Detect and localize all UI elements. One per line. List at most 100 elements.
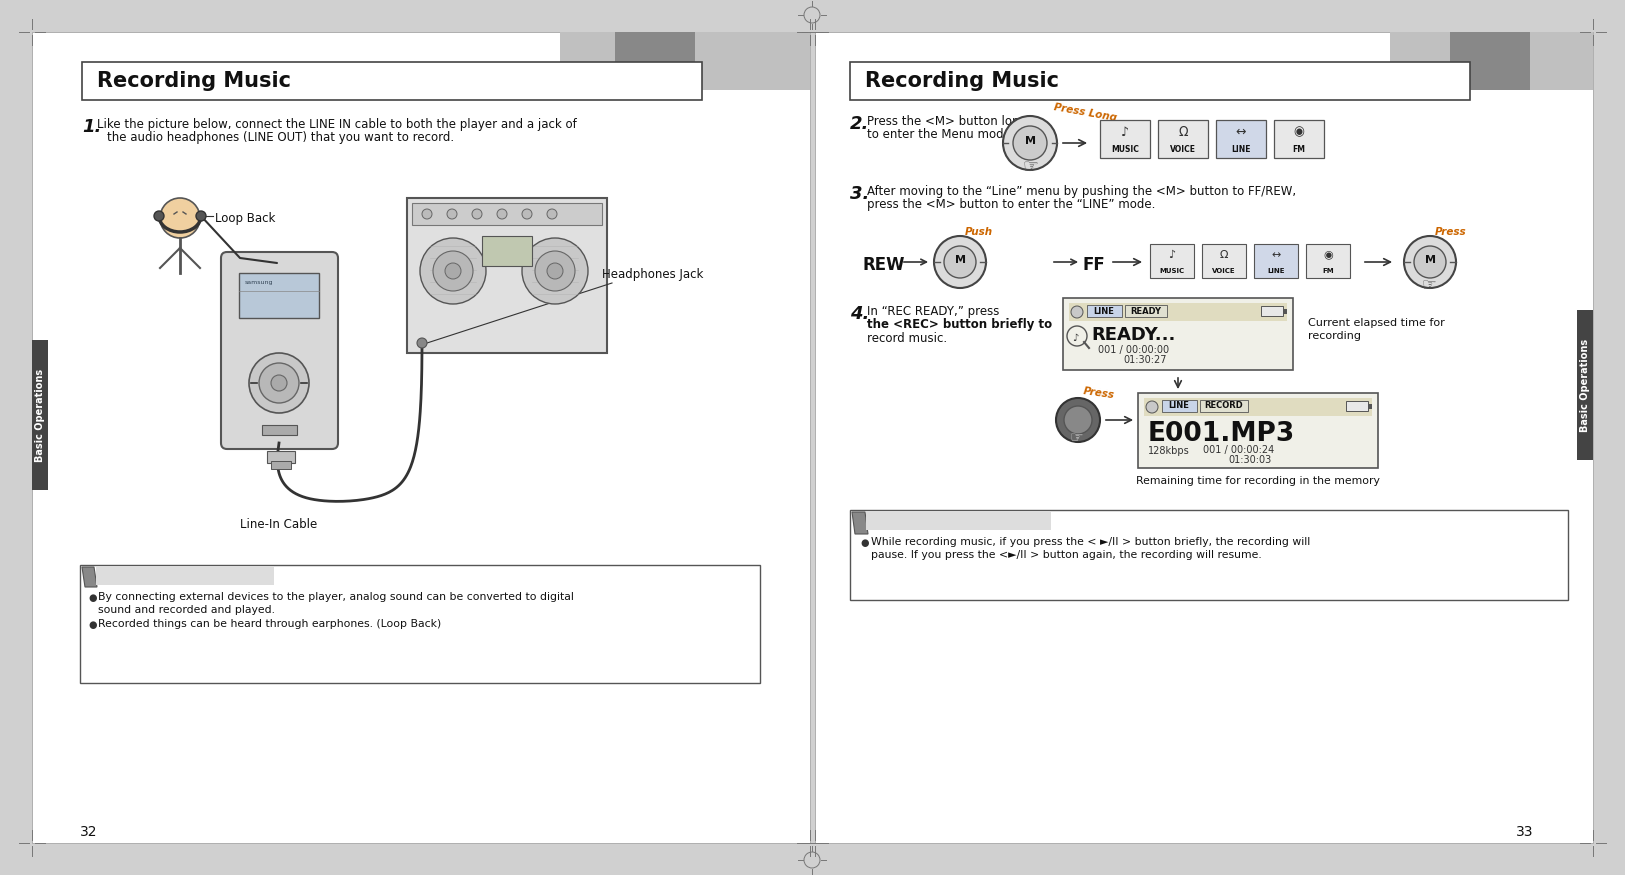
Bar bbox=[262, 425, 297, 435]
Text: ♪: ♪ bbox=[1168, 250, 1175, 260]
Bar bbox=[614, 32, 696, 90]
Text: Press Long: Press Long bbox=[1053, 102, 1118, 122]
Bar bbox=[1150, 244, 1194, 278]
Polygon shape bbox=[852, 512, 868, 534]
Text: ◉: ◉ bbox=[1323, 250, 1332, 260]
Bar bbox=[96, 567, 275, 585]
Text: Line-In Cable: Line-In Cable bbox=[240, 518, 317, 531]
Text: MUSIC: MUSIC bbox=[1112, 145, 1139, 155]
Text: M: M bbox=[954, 255, 965, 265]
Bar bbox=[80, 565, 761, 683]
Circle shape bbox=[447, 209, 457, 219]
Bar bbox=[1159, 120, 1207, 158]
Circle shape bbox=[522, 209, 531, 219]
Bar bbox=[866, 512, 1051, 530]
Bar bbox=[1450, 32, 1531, 90]
Circle shape bbox=[934, 236, 986, 288]
Text: 01:30:27: 01:30:27 bbox=[1123, 355, 1167, 365]
Text: ☞: ☞ bbox=[1022, 157, 1038, 175]
Text: press the <M> button to enter the “LINE” mode.: press the <M> button to enter the “LINE”… bbox=[868, 198, 1155, 211]
Text: ●: ● bbox=[88, 593, 96, 603]
Bar bbox=[266, 451, 296, 463]
Text: +: + bbox=[1427, 235, 1433, 245]
Bar bbox=[1284, 309, 1287, 314]
Text: For Your Reference!: For Your Reference! bbox=[869, 514, 1001, 528]
Text: Current elapsed time for: Current elapsed time for bbox=[1308, 318, 1445, 328]
Bar bbox=[1346, 401, 1368, 411]
Circle shape bbox=[1064, 406, 1092, 434]
Bar bbox=[850, 62, 1471, 100]
Bar bbox=[483, 236, 531, 266]
Text: Press the <M> button long: Press the <M> button long bbox=[868, 115, 1027, 128]
Text: Loop Back: Loop Back bbox=[214, 212, 275, 225]
Text: 128kbps: 128kbps bbox=[1147, 446, 1190, 456]
Bar bbox=[1124, 305, 1167, 317]
Circle shape bbox=[418, 338, 427, 348]
Text: ☞: ☞ bbox=[1422, 276, 1436, 294]
Text: the audio headphones (LINE OUT) that you want to record.: the audio headphones (LINE OUT) that you… bbox=[107, 131, 453, 144]
Text: READY: READY bbox=[1131, 306, 1162, 316]
Bar bbox=[239, 273, 318, 318]
Text: 4.: 4. bbox=[850, 305, 869, 323]
Text: Ω: Ω bbox=[1178, 125, 1188, 138]
Bar bbox=[1389, 32, 1592, 90]
Text: ♪: ♪ bbox=[1072, 333, 1079, 343]
Circle shape bbox=[258, 363, 299, 403]
Circle shape bbox=[159, 198, 200, 238]
Bar bbox=[1100, 120, 1150, 158]
Text: Basic Operations: Basic Operations bbox=[1580, 339, 1589, 431]
Text: record music.: record music. bbox=[868, 332, 947, 345]
Bar bbox=[1202, 244, 1246, 278]
Circle shape bbox=[1414, 246, 1446, 278]
Circle shape bbox=[422, 209, 432, 219]
Text: READY...: READY... bbox=[1090, 326, 1175, 344]
Circle shape bbox=[1404, 236, 1456, 288]
Text: ●: ● bbox=[860, 538, 868, 548]
Text: VOICE: VOICE bbox=[1212, 268, 1237, 274]
Bar bbox=[1069, 303, 1287, 321]
Text: RECORD: RECORD bbox=[1204, 402, 1243, 410]
Circle shape bbox=[1003, 116, 1056, 170]
Text: Press: Press bbox=[1435, 227, 1467, 237]
Text: 1.: 1. bbox=[81, 118, 101, 136]
Bar bbox=[1274, 120, 1324, 158]
Text: ◉: ◉ bbox=[1294, 125, 1305, 138]
Text: ●: ● bbox=[88, 620, 96, 630]
Text: Ω: Ω bbox=[1220, 250, 1228, 260]
Text: Push: Push bbox=[965, 227, 993, 237]
Circle shape bbox=[271, 375, 288, 391]
Bar bbox=[1063, 298, 1294, 370]
FancyBboxPatch shape bbox=[221, 252, 338, 449]
Text: M: M bbox=[1425, 255, 1435, 265]
Bar bbox=[1144, 398, 1372, 416]
Polygon shape bbox=[81, 567, 98, 587]
Circle shape bbox=[535, 251, 575, 291]
Text: 001 / 00:00:00: 001 / 00:00:00 bbox=[1098, 345, 1168, 355]
Text: ☞: ☞ bbox=[1069, 430, 1084, 445]
Text: sound and recorded and played.: sound and recorded and played. bbox=[98, 605, 275, 615]
Bar bbox=[1087, 305, 1121, 317]
Text: +: + bbox=[956, 235, 964, 245]
Text: to enter the Menu mode.: to enter the Menu mode. bbox=[868, 128, 1014, 141]
Circle shape bbox=[944, 246, 977, 278]
Text: 3.: 3. bbox=[850, 185, 869, 203]
Text: VOICE: VOICE bbox=[1170, 145, 1196, 155]
Circle shape bbox=[1056, 398, 1100, 442]
Circle shape bbox=[1146, 401, 1159, 413]
Text: Recorded things can be heard through earphones. (Loop Back): Recorded things can be heard through ear… bbox=[98, 619, 442, 629]
Text: Like the picture below, connect the LINE IN cable to both the player and a jack : Like the picture below, connect the LINE… bbox=[98, 118, 577, 131]
Circle shape bbox=[445, 263, 462, 279]
Text: Recording Music: Recording Music bbox=[98, 71, 291, 91]
Text: 32: 32 bbox=[80, 825, 98, 839]
Text: ↔: ↔ bbox=[1271, 250, 1280, 260]
Bar bbox=[32, 32, 809, 843]
Circle shape bbox=[249, 353, 309, 413]
Text: Press: Press bbox=[1082, 386, 1116, 400]
Bar bbox=[271, 461, 291, 469]
Text: 33: 33 bbox=[1516, 825, 1532, 839]
Text: Headphones Jack: Headphones Jack bbox=[601, 268, 704, 281]
Text: REW: REW bbox=[863, 256, 905, 274]
Text: While recording music, if you press the < ►/II > button briefly, the recording w: While recording music, if you press the … bbox=[871, 537, 1310, 547]
Text: FM: FM bbox=[1323, 268, 1334, 274]
Circle shape bbox=[548, 263, 562, 279]
